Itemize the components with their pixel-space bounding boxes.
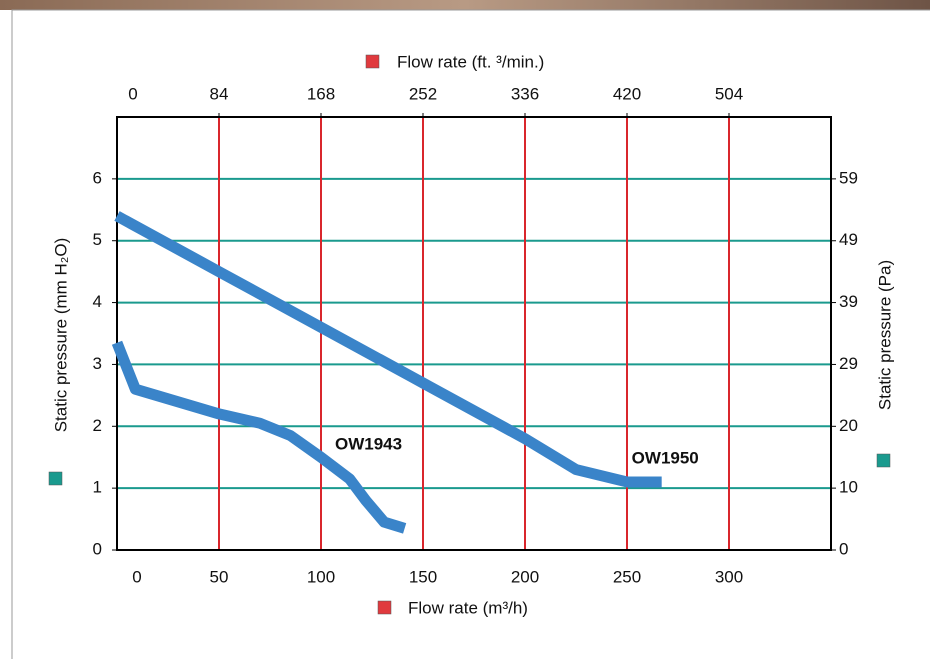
x-tick-label: 0: [132, 567, 141, 586]
y-tick-label: 1: [93, 478, 102, 497]
series-line: [114, 211, 662, 488]
x-tick-label: 100: [307, 567, 335, 586]
legend-swatch: [377, 600, 392, 615]
y2-tick-label: 10: [839, 478, 858, 497]
x-tick-label: 50: [210, 567, 229, 586]
series-label: OW1950: [632, 448, 699, 467]
x2-axis-title: Flow rate (ft. ³/min.): [397, 52, 544, 71]
x2-tick-label: 0: [128, 84, 137, 103]
x-tick-label: 300: [715, 567, 743, 586]
y-axis-title: Static pressure (mm H₂O): [51, 238, 70, 433]
y2-tick-label: 0: [839, 539, 848, 558]
y2-tick-label: 20: [839, 416, 858, 435]
photo-strip: [0, 0, 930, 10]
x2-tick-label: 84: [210, 84, 229, 103]
y-tick-label: 3: [93, 354, 102, 373]
x2-tick-label: 252: [409, 84, 437, 103]
x2-tick-label: 336: [511, 84, 539, 103]
x-tick-label: 250: [613, 567, 641, 586]
y2-tick-label: 49: [839, 230, 858, 249]
y2-tick-label: 29: [839, 354, 858, 373]
legend-swatch: [48, 471, 63, 486]
plot-frame: [116, 116, 832, 551]
y-tick-label: 6: [93, 168, 102, 187]
y2-tick-label: 59: [839, 168, 858, 187]
y-tick-label: 5: [93, 230, 102, 249]
y-tick-label: 4: [93, 292, 102, 311]
legend-swatch: [876, 453, 891, 468]
panel-border: [11, 9, 930, 659]
y-tick-label: 0: [93, 539, 102, 558]
series-label: OW1943: [335, 435, 402, 454]
x-tick-label: 150: [409, 567, 437, 586]
x2-tick-label: 420: [613, 84, 641, 103]
x-axis-title: Flow rate (m³/h): [408, 598, 528, 617]
x2-tick-label: 168: [307, 84, 335, 103]
y2-tick-label: 39: [839, 292, 858, 311]
x-tick-label: 200: [511, 567, 539, 586]
legend-swatch: [365, 54, 380, 69]
y2-axis-title: Static pressure (Pa): [875, 260, 894, 410]
y-tick-label: 2: [93, 416, 102, 435]
x2-tick-label: 504: [715, 84, 743, 103]
series-line: [111, 340, 407, 534]
